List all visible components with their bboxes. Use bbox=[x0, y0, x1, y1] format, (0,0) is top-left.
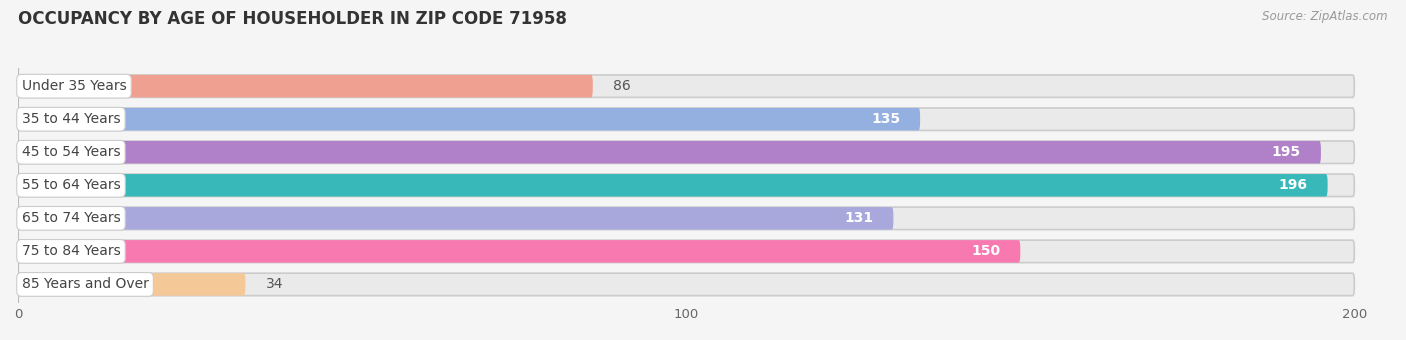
Text: 35 to 44 Years: 35 to 44 Years bbox=[21, 112, 121, 126]
FancyBboxPatch shape bbox=[18, 108, 920, 131]
FancyBboxPatch shape bbox=[18, 273, 1354, 296]
Text: OCCUPANCY BY AGE OF HOUSEHOLDER IN ZIP CODE 71958: OCCUPANCY BY AGE OF HOUSEHOLDER IN ZIP C… bbox=[18, 10, 567, 28]
Text: 85 Years and Over: 85 Years and Over bbox=[21, 277, 149, 291]
FancyBboxPatch shape bbox=[18, 207, 893, 230]
FancyBboxPatch shape bbox=[18, 174, 1354, 197]
Text: 196: 196 bbox=[1278, 178, 1308, 192]
FancyBboxPatch shape bbox=[18, 108, 1354, 131]
FancyBboxPatch shape bbox=[18, 75, 1354, 97]
Text: Under 35 Years: Under 35 Years bbox=[21, 79, 127, 93]
Text: 150: 150 bbox=[972, 244, 1000, 258]
Text: 45 to 54 Years: 45 to 54 Years bbox=[21, 145, 121, 159]
Text: 34: 34 bbox=[266, 277, 283, 291]
FancyBboxPatch shape bbox=[18, 75, 593, 97]
Text: 86: 86 bbox=[613, 79, 630, 93]
FancyBboxPatch shape bbox=[18, 273, 246, 296]
Text: 75 to 84 Years: 75 to 84 Years bbox=[21, 244, 121, 258]
Text: 135: 135 bbox=[870, 112, 900, 126]
FancyBboxPatch shape bbox=[18, 141, 1320, 164]
Text: Source: ZipAtlas.com: Source: ZipAtlas.com bbox=[1263, 10, 1388, 23]
Text: 131: 131 bbox=[844, 211, 873, 225]
Text: 65 to 74 Years: 65 to 74 Years bbox=[21, 211, 121, 225]
FancyBboxPatch shape bbox=[18, 174, 1327, 197]
FancyBboxPatch shape bbox=[18, 240, 1354, 262]
Text: 195: 195 bbox=[1272, 145, 1301, 159]
Text: 55 to 64 Years: 55 to 64 Years bbox=[21, 178, 121, 192]
FancyBboxPatch shape bbox=[18, 207, 1354, 230]
FancyBboxPatch shape bbox=[18, 240, 1021, 262]
FancyBboxPatch shape bbox=[18, 141, 1354, 164]
